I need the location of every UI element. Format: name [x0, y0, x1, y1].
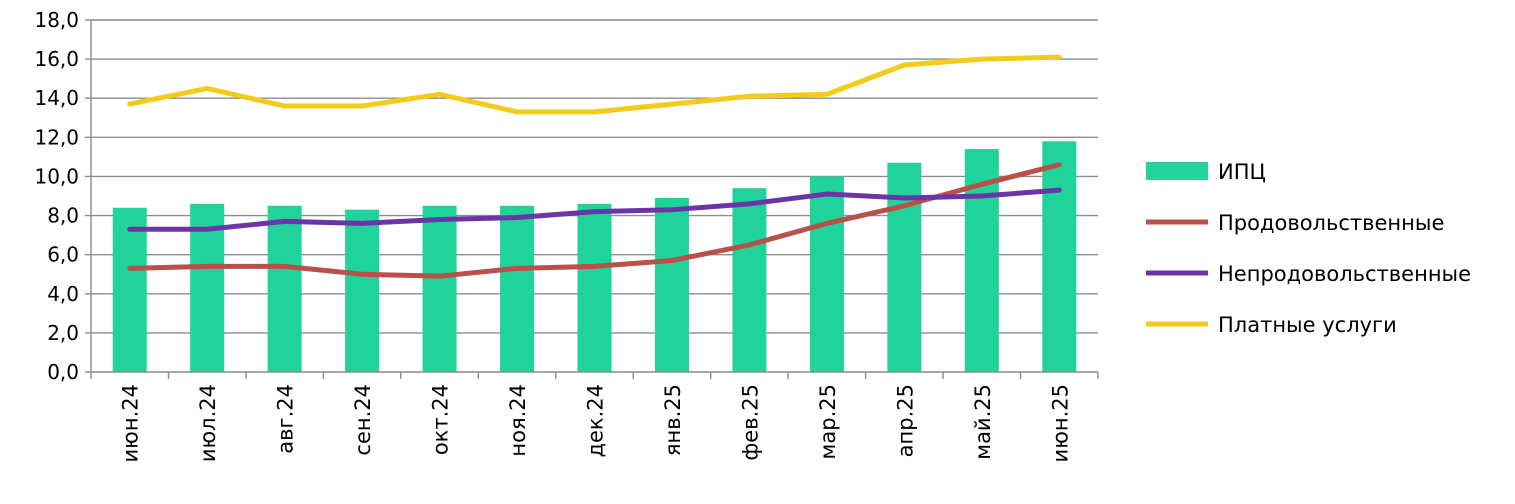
x-tick-label: сен.24	[351, 384, 375, 456]
x-tick-label: ноя.24	[506, 384, 530, 457]
bar-cpi	[422, 205, 457, 372]
bar-cpi	[500, 205, 535, 372]
bar-cpi	[887, 162, 922, 372]
x-tick-label: июн.24	[119, 384, 143, 462]
legend: ИПЦ Продовольственные Непродовольственные П…	[1146, 160, 1471, 337]
y-axis-ticks: 0,0 2,0 4,0 6,0 8,0 10,0 12,0 14,0 16,0 18,0	[34, 8, 91, 384]
x-tick-label: окт.24	[429, 384, 453, 455]
legend-label: ИПЦ	[1218, 160, 1266, 184]
legend-swatch	[1146, 162, 1208, 180]
y-tick-label: 0,0	[47, 360, 79, 384]
y-tick-label: 16,0	[34, 47, 79, 71]
x-axis-ticks: июн.24 июл.24 авг.24 сен.24 окт.24 ноя.24 дек.…	[90, 372, 1099, 462]
x-tick-label: июл.24	[196, 384, 220, 462]
x-tick-label: апр.25	[893, 384, 917, 457]
y-tick-label: 12,0	[34, 125, 79, 149]
y-tick-label: 18,0	[34, 8, 79, 32]
line-series	[127, 54, 1062, 279]
y-tick-label: 14,0	[34, 86, 79, 110]
line-series-path	[127, 162, 1062, 279]
y-tick-label: 2,0	[47, 321, 79, 345]
bar-cpi	[112, 207, 147, 372]
bar-cpi	[1042, 141, 1077, 372]
y-tick-label: 8,0	[47, 204, 79, 228]
line-series-path	[127, 54, 1062, 115]
x-tick-label: фев.25	[738, 384, 762, 461]
y-tick-label: 10,0	[34, 164, 79, 188]
bar-series-cpi	[112, 141, 1077, 372]
line-series-path	[127, 187, 1062, 232]
x-tick-label: янв.25	[661, 384, 685, 456]
x-tick-label: май.25	[971, 384, 995, 460]
bar-cpi	[267, 205, 302, 372]
bar-cpi	[190, 203, 225, 372]
bar-cpi	[654, 197, 689, 372]
y-tick-label: 4,0	[47, 282, 79, 306]
axes	[90, 20, 1098, 373]
x-tick-label: авг.24	[274, 384, 298, 454]
bar-cpi	[732, 188, 767, 372]
legend-label: Платные услуги	[1218, 313, 1397, 337]
legend-label: Непродовольственные	[1218, 262, 1471, 286]
x-tick-label: мар.25	[816, 384, 840, 459]
y-tick-label: 6,0	[47, 243, 79, 267]
bar-cpi	[809, 176, 844, 372]
bar-cpi	[577, 203, 612, 372]
x-tick-label: июн.25	[1048, 384, 1072, 462]
bar-cpi	[345, 209, 380, 372]
x-tick-label: дек.24	[584, 384, 608, 458]
legend-label: Продовольственные	[1218, 211, 1444, 235]
